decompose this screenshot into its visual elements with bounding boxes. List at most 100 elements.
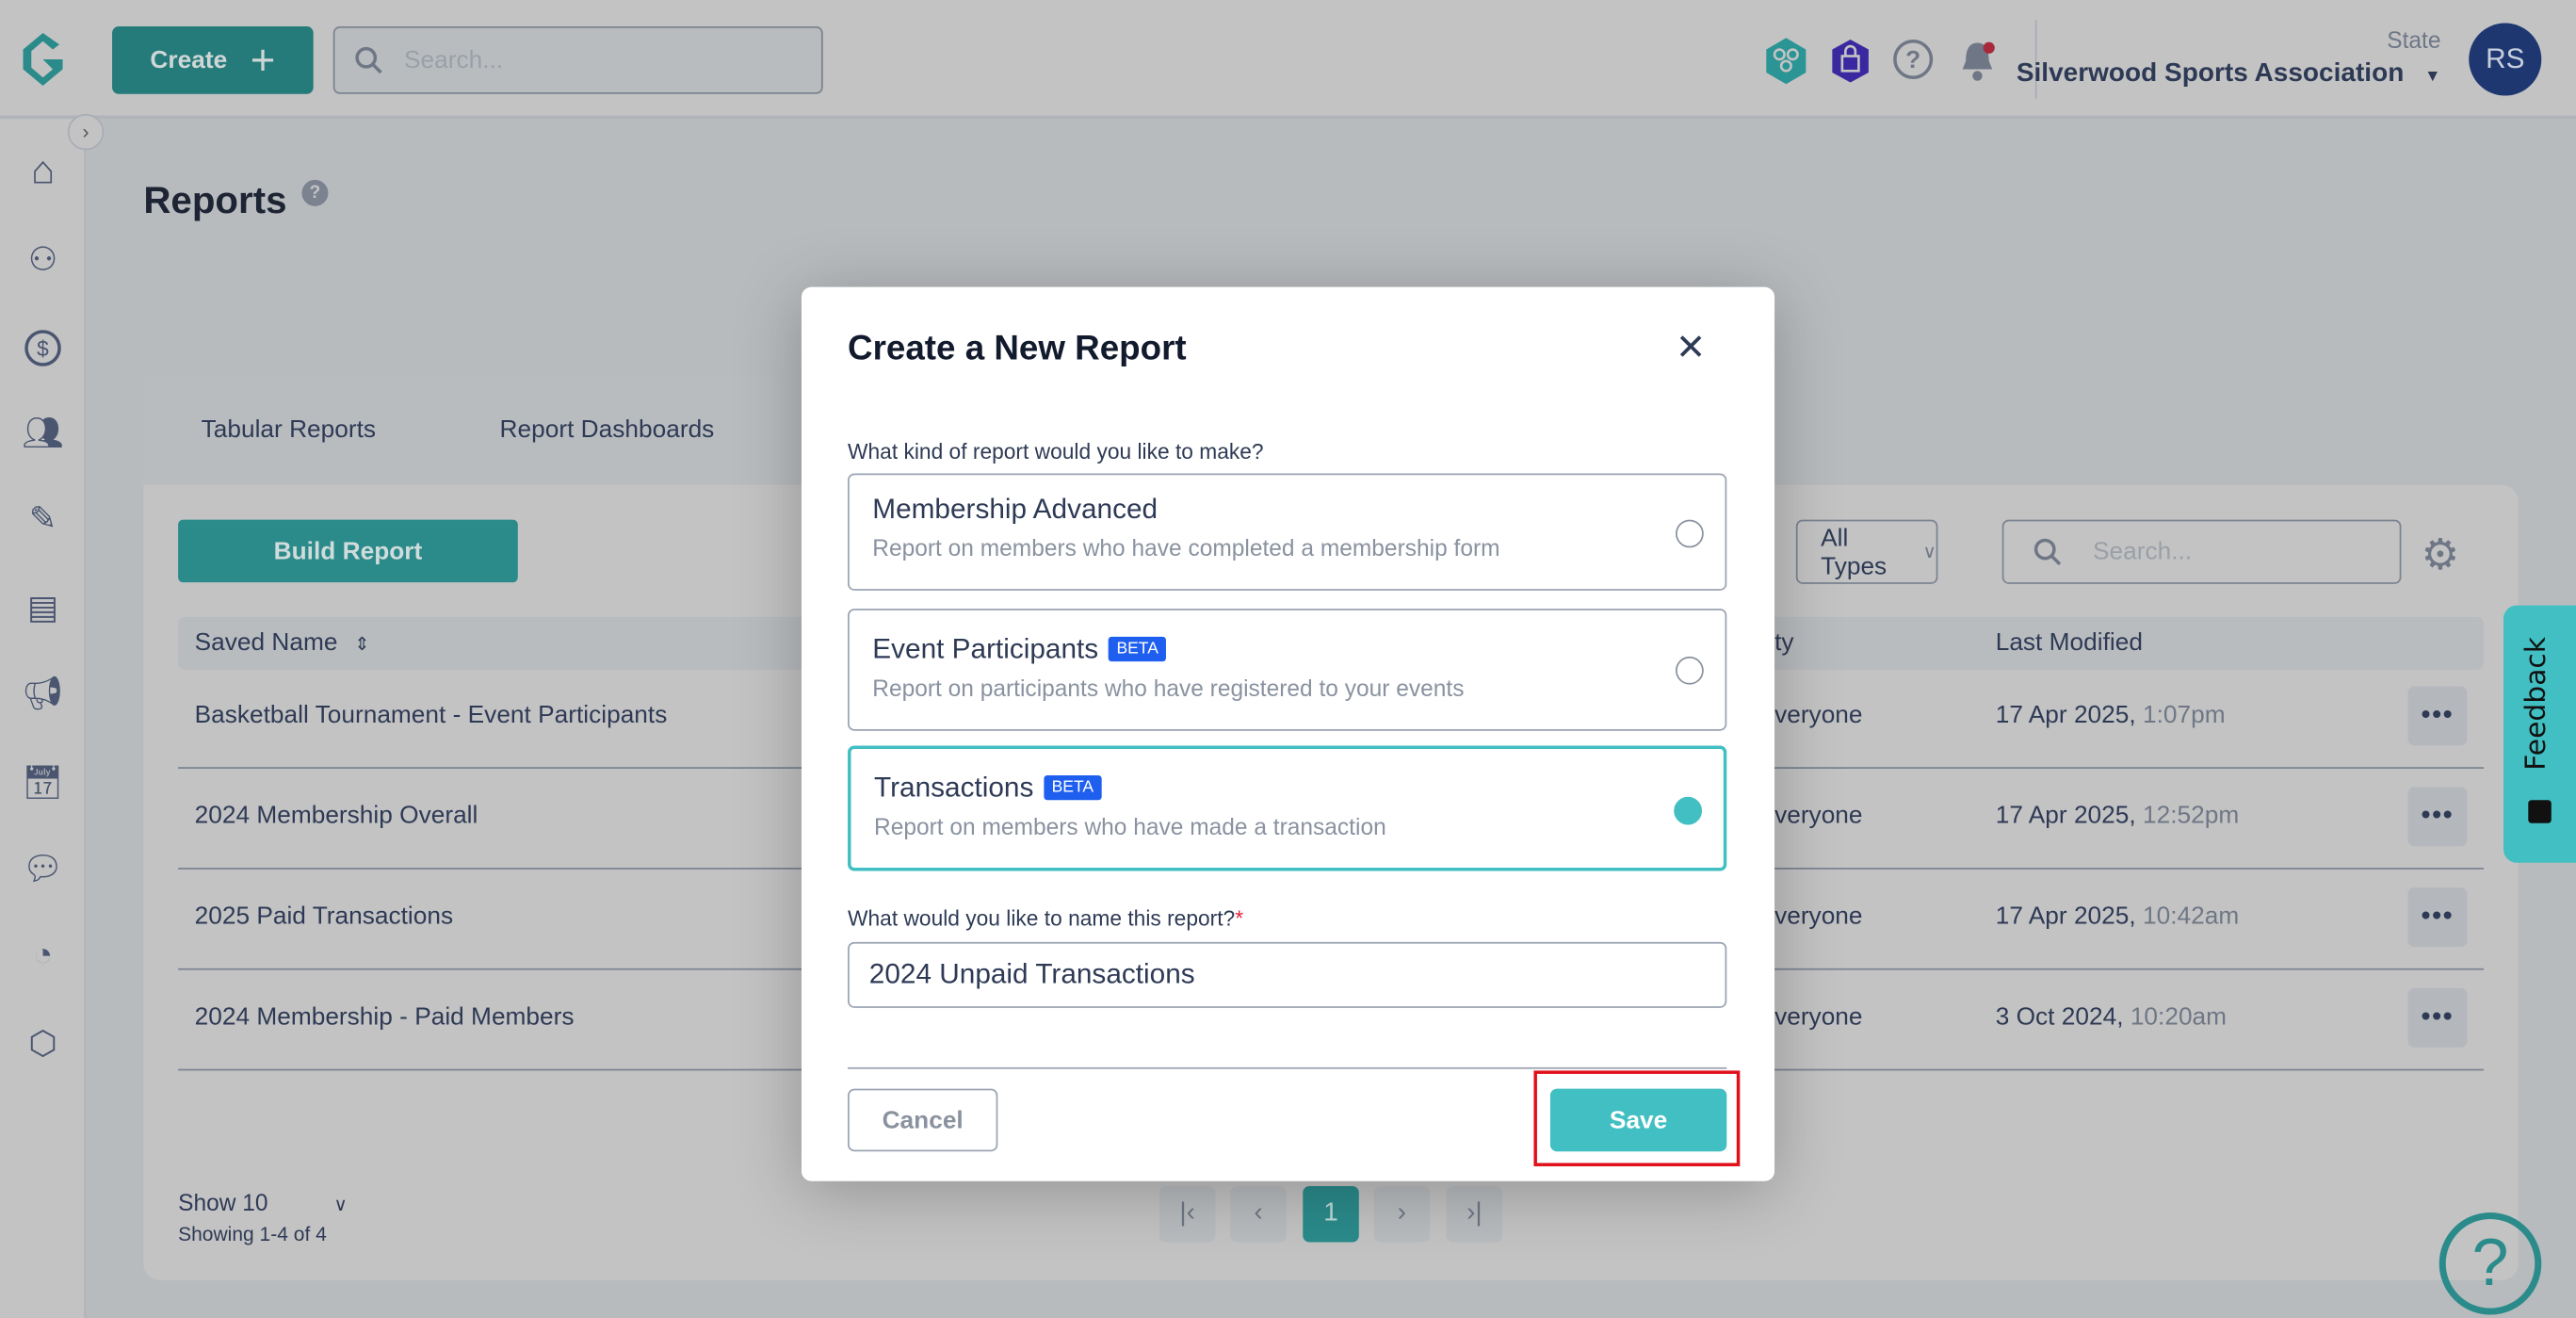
report-modified: 17 Apr 2025, 1:07pm bbox=[1996, 701, 2226, 729]
divider bbox=[2034, 20, 2037, 100]
option-name: Membership Advanced bbox=[872, 494, 1158, 527]
report-visibility: veryone bbox=[1774, 701, 1863, 729]
report-modified: 17 Apr 2025, 12:52pm bbox=[1996, 802, 2239, 830]
search-icon bbox=[2033, 537, 2062, 565]
chevron-down-icon: ∨ bbox=[1922, 543, 1936, 563]
column-last-modified: Last Modified bbox=[1995, 628, 2143, 657]
more-actions-button[interactable]: ••• bbox=[2407, 887, 2468, 948]
notification-bell-icon[interactable] bbox=[1957, 38, 2001, 84]
modal-title: Create a New Report bbox=[848, 330, 1187, 368]
modified-time: 1:07pm bbox=[2142, 701, 2226, 729]
shop-icon[interactable]: ⬡ bbox=[28, 1025, 57, 1062]
sort-icon: ⇕ bbox=[354, 635, 370, 656]
create-report-modal: Create a New Report ✕ What kind of repor… bbox=[801, 286, 1775, 1181]
page-size-select[interactable]: Show 10 ∨ bbox=[178, 1189, 348, 1215]
report-modified: 3 Oct 2024, 10:20am bbox=[1996, 1003, 2227, 1032]
radio-button[interactable] bbox=[1674, 796, 1703, 825]
close-icon[interactable]: ✕ bbox=[1676, 326, 1707, 368]
report-name-question: What would you like to name this report? bbox=[848, 905, 1236, 931]
feedback-label: Feedback bbox=[2519, 636, 2553, 771]
last-page-button[interactable]: ›| bbox=[1446, 1185, 1503, 1243]
report-search-input[interactable]: Search... bbox=[2001, 519, 2402, 584]
help-icon[interactable]: ? bbox=[1893, 40, 1934, 80]
radio-button[interactable] bbox=[1676, 518, 1704, 547]
plus-icon: + bbox=[250, 34, 276, 85]
pie-chart-icon[interactable]: ◔ bbox=[32, 936, 54, 973]
sidebar-expand-button[interactable]: › bbox=[67, 113, 105, 151]
report-type-option[interactable]: Membership Advanced Report on members wh… bbox=[848, 473, 1727, 591]
page-size-value: Show 10 bbox=[178, 1189, 268, 1216]
members-app-icon[interactable] bbox=[1765, 37, 1808, 87]
option-title: Transactions bbox=[874, 772, 1034, 804]
report-visibility: veryone bbox=[1774, 1002, 1863, 1032]
org-name: Silverwood Sports Association bbox=[2016, 59, 2405, 88]
home-icon[interactable]: ⌂ bbox=[30, 148, 56, 193]
more-actions-button[interactable]: ••• bbox=[2407, 987, 2468, 1048]
modified-date: 17 Apr 2025, bbox=[1995, 902, 2136, 931]
form-icon[interactable]: ✎ bbox=[28, 500, 57, 537]
beta-badge: BETA bbox=[1043, 774, 1102, 801]
org-chart-icon[interactable]: ⚇ bbox=[27, 241, 58, 279]
chat-icon[interactable]: 💬︎ bbox=[22, 850, 64, 887]
search-icon bbox=[355, 46, 382, 73]
avatar[interactable]: RS bbox=[2469, 23, 2542, 96]
report-modified: 17 Apr 2025, 10:42am bbox=[1996, 903, 2239, 931]
gear-icon[interactable]: ⚙ bbox=[2421, 529, 2460, 579]
save-highlight-box bbox=[1533, 1070, 1741, 1166]
more-actions-button[interactable]: ••• bbox=[2407, 787, 2468, 847]
help-button[interactable]: ? bbox=[2438, 1212, 2542, 1315]
report-visibility: veryone bbox=[1774, 902, 1863, 931]
build-report-button[interactable]: Build Report bbox=[178, 519, 518, 583]
calendar-icon[interactable]: 📅︎ bbox=[22, 764, 64, 802]
org-switcher[interactable]: Silverwood Sports Association ▼ bbox=[2017, 59, 2441, 89]
create-label: Create bbox=[150, 46, 228, 74]
dollar-icon[interactable]: $ bbox=[24, 330, 61, 366]
option-name: Event Participants BETA bbox=[872, 633, 1167, 666]
report-name[interactable]: 2024 Membership - Paid Members bbox=[194, 1002, 575, 1032]
option-description: Report on members who have made a transa… bbox=[874, 813, 1386, 840]
option-title: Event Participants bbox=[872, 633, 1099, 665]
column-visibility: ty bbox=[1774, 628, 1794, 657]
more-actions-button[interactable]: ••• bbox=[2407, 686, 2468, 746]
create-button[interactable]: Create + bbox=[112, 26, 314, 94]
megaphone-icon[interactable]: 📢︎ bbox=[22, 675, 64, 712]
feedback-smile-icon bbox=[2528, 800, 2552, 823]
registrations-icon[interactable]: ▤ bbox=[26, 589, 59, 626]
column-saved-name[interactable]: Saved Name ⇕ bbox=[195, 628, 370, 657]
state-label: State bbox=[2387, 26, 2441, 54]
feedback-tab[interactable]: Feedback bbox=[2503, 605, 2576, 863]
report-type-option[interactable]: Event Participants BETA Report on partici… bbox=[848, 609, 1727, 731]
type-filter-value: All Types bbox=[1821, 523, 1887, 580]
option-description: Report on participants who have register… bbox=[872, 675, 1465, 702]
radio-button[interactable] bbox=[1676, 656, 1704, 685]
next-page-button[interactable]: › bbox=[1373, 1185, 1431, 1243]
divider bbox=[848, 1066, 1727, 1069]
logo-icon[interactable] bbox=[17, 30, 70, 89]
sidebar bbox=[0, 0, 87, 1318]
report-name-input[interactable] bbox=[848, 941, 1727, 1008]
caret-down-icon: ▼ bbox=[2424, 67, 2441, 87]
tab-report-dashboards[interactable]: Report Dashboards bbox=[499, 415, 715, 445]
global-search-input[interactable]: Search... bbox=[332, 26, 823, 94]
beta-badge: BETA bbox=[1108, 636, 1167, 662]
info-icon[interactable]: ? bbox=[301, 179, 329, 206]
tab-bar bbox=[143, 376, 777, 485]
tab-tabular-reports[interactable]: Tabular Reports bbox=[201, 415, 377, 445]
first-page-button[interactable]: |‹ bbox=[1158, 1185, 1216, 1243]
save-button[interactable]: Save bbox=[1549, 1088, 1727, 1152]
search-placeholder: Search... bbox=[403, 46, 504, 74]
option-name: Transactions BETA bbox=[874, 772, 1102, 805]
cancel-button[interactable]: Cancel bbox=[848, 1088, 998, 1152]
report-name[interactable]: 2024 Membership Overall bbox=[194, 801, 478, 830]
shop-app-icon[interactable] bbox=[1831, 38, 1871, 84]
members-icon[interactable]: 👥︎ bbox=[22, 415, 64, 451]
report-name[interactable]: 2025 Paid Transactions bbox=[194, 902, 454, 931]
showing-count: Showing 1-4 of 4 bbox=[178, 1222, 327, 1246]
prev-page-button[interactable]: ‹ bbox=[1230, 1185, 1287, 1243]
page-1-button[interactable]: 1 bbox=[1303, 1185, 1359, 1243]
type-filter-select[interactable]: All Types ∨ bbox=[1795, 519, 1938, 584]
report-name[interactable]: Basketball Tournament - Event Participan… bbox=[194, 701, 668, 729]
search-placeholder: Search... bbox=[2093, 537, 2193, 566]
report-type-option[interactable]: Transactions BETA Report on members who h… bbox=[848, 745, 1727, 871]
report-name-label: What would you like to name this report?… bbox=[848, 905, 1243, 930]
